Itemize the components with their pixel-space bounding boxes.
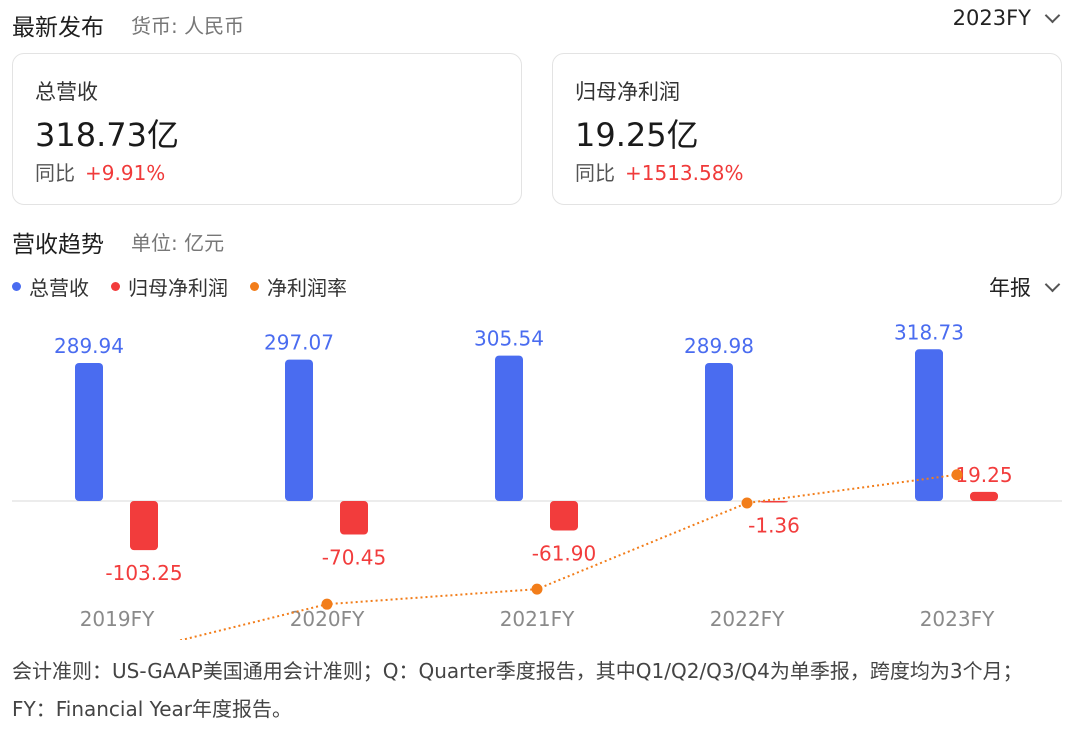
section-title-trend: 营收趋势 (12, 232, 104, 258)
revenue-value-label: 305.54 (474, 327, 544, 351)
card-value: 318.73亿 (35, 116, 179, 154)
margin-point (531, 583, 543, 595)
currency-label: 货币: 人民币 (131, 14, 245, 38)
legend-dot-icon (12, 282, 21, 291)
net-profit-value-label: 19.25 (955, 463, 1012, 487)
net-profit-value-label: -1.36 (748, 514, 800, 538)
margin-point (321, 598, 333, 610)
x-tick-label: 2020FY (290, 607, 365, 631)
chevron-down-icon (1044, 276, 1061, 292)
unit-label: 单位: 亿元 (131, 231, 225, 255)
net-profit-bar (340, 501, 368, 535)
revenue-value-label: 318.73 (894, 320, 964, 344)
x-tick-label: 2021FY (500, 607, 575, 631)
legend-label: 总营收 (29, 276, 89, 300)
revenue-value-label: 289.98 (684, 334, 754, 358)
net-profit-bar (970, 491, 998, 501)
header: 最新发布 货币: 人民币 2023FY (0, 0, 1080, 46)
revenue-bar (915, 349, 943, 501)
revenue-bar (285, 359, 313, 501)
card-value: 19.25亿 (575, 116, 699, 154)
revenue-trend-chart: 289.94 -103.25 2019FY 297.07 -70.45 2020FY 305… (12, 320, 1062, 640)
net-profit-value-label: -103.25 (105, 561, 182, 585)
card-label: 归母净利润 (575, 80, 680, 104)
card-label: 总营收 (35, 80, 98, 104)
period-selector[interactable]: 2023FY (952, 6, 1061, 30)
revenue-bar (75, 363, 103, 501)
legend-dot-icon (111, 282, 120, 291)
legend-item-margin[interactable]: 净利润率 (250, 272, 347, 301)
yoy-label: 同比 (35, 161, 75, 185)
yoy-value: +9.91% (85, 161, 166, 185)
x-tick-label: 2023FY (920, 607, 995, 631)
net-profit-bar (760, 501, 788, 503)
net-profit-card: 归母净利润 19.25亿 同比 +1513.58% (552, 53, 1062, 205)
net-profit-value-label: -70.45 (322, 546, 386, 570)
margin-point (741, 497, 753, 509)
yoy-value: +1513.58% (625, 161, 744, 185)
section-title-latest: 最新发布 (12, 15, 104, 41)
margin-point (951, 469, 963, 481)
report-type-value: 年报 (989, 276, 1031, 300)
period-value: 2023FY (952, 6, 1031, 30)
legend-label: 净利润率 (267, 276, 347, 300)
net-profit-value-label: -61.90 (532, 541, 596, 565)
revenue-value-label: 297.07 (264, 331, 334, 355)
revenue-bar (495, 355, 523, 501)
x-tick-label: 2019FY (80, 607, 155, 631)
chart-legend: 总营收 归母净利润 净利润率 (12, 272, 347, 301)
legend-item-revenue[interactable]: 总营收 (12, 272, 89, 301)
chevron-down-icon (1044, 7, 1061, 23)
yoy-label: 同比 (575, 161, 615, 185)
revenue-card: 总营收 318.73亿 同比 +9.91% (12, 53, 522, 205)
net-profit-bar (130, 501, 158, 551)
card-yoy: 同比 +9.91% (35, 157, 165, 186)
report-type-selector[interactable]: 年报 (989, 272, 1061, 302)
legend-label: 归母净利润 (128, 276, 228, 300)
legend-item-net-profit[interactable]: 归母净利润 (111, 272, 228, 301)
footnote: 会计准则：US-GAAP美国通用会计准则；Q：Quarter季度报告，其中Q1/… (12, 659, 1023, 721)
revenue-bar (705, 362, 733, 501)
x-tick-label: 2022FY (710, 607, 785, 631)
net-profit-bar (550, 501, 578, 531)
card-yoy: 同比 +1513.58% (575, 157, 743, 186)
legend-dot-icon (250, 282, 259, 291)
revenue-value-label: 289.94 (54, 334, 124, 358)
